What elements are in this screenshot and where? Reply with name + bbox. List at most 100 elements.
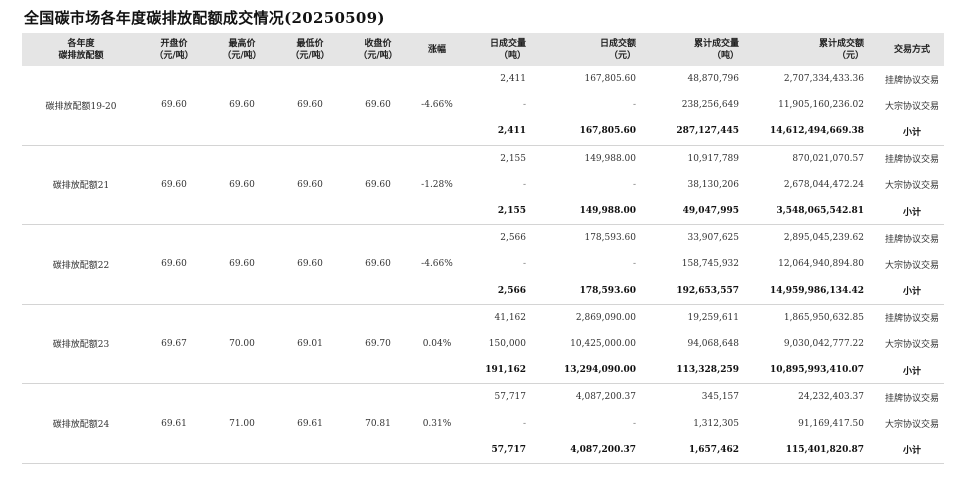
header-line: 累计成交额 xyxy=(818,38,864,49)
header-line: （元/吨） xyxy=(154,50,194,61)
trade-mode-cell: 挂牌协议交易 xyxy=(884,393,939,404)
cumulative-volume-cell: 33,907,625 xyxy=(687,233,739,244)
header-line: 各年度 xyxy=(67,38,95,49)
trade-mode-cell: 挂牌协议交易 xyxy=(884,314,939,325)
header-line: （元/吨） xyxy=(358,50,398,61)
cumulative-volume-cell: 10,917,789 xyxy=(687,153,739,164)
trade-mode-cell: 挂牌协议交易 xyxy=(884,155,939,166)
high-price-cell: 71.00 xyxy=(208,383,276,464)
header-cumulative-volume: 累计成交量 （吨） xyxy=(652,33,755,66)
allowance-name-cell: 碳排放配额23 xyxy=(22,304,140,385)
daily-amount-cell: 4,087,200.37 xyxy=(542,436,652,464)
header-line: （元） xyxy=(836,50,864,61)
daily-amount-cell: 167,805.60 xyxy=(542,118,652,146)
header-close-price: 收盘价 （元/吨） xyxy=(344,33,412,66)
close-price-cell: 69.60 xyxy=(344,224,412,305)
open-price-cell: 69.60 xyxy=(140,145,208,226)
daily-amount-cell: 149,988.00 xyxy=(542,197,652,226)
table-row: 57,717 4,087,200.37 1,657,462 115,401,820.8… xyxy=(22,436,944,464)
trade-mode-cell: 小计 xyxy=(880,197,944,226)
cumulative-amount-cell: 9,030,042,777.22 xyxy=(783,338,864,349)
header-allowance-type: 各年度 碳排放配额 xyxy=(22,33,140,66)
daily-amount-cell: 178,593.60 xyxy=(584,233,636,244)
trade-mode-cell: 小计 xyxy=(880,277,944,305)
table-row: 2,411 167,805.60 287,127,445 14,612,494,669… xyxy=(22,118,944,146)
daily-volume-cell: 57,717 xyxy=(462,436,542,464)
table-row: 150,000 10,425,000.00 94,068,648 9,030,042,… xyxy=(22,331,944,357)
change-cell: -4.66% xyxy=(412,224,462,305)
table-body: 碳排放配额19-20 69.60 69.60 69.60 69.60 -4.66% 2,41… xyxy=(22,66,944,464)
cumulative-amount-cell: 2,678,044,472.24 xyxy=(783,179,864,190)
header-open-price: 开盘价 （元/吨） xyxy=(140,33,208,66)
cumulative-volume-cell: 158,745,932 xyxy=(681,259,739,270)
cumulative-amount-cell: 14,959,986,134.42 xyxy=(755,277,880,305)
trade-mode-cell: 大宗协议交易 xyxy=(884,340,939,351)
cumulative-amount-cell: 91,169,417.50 xyxy=(798,418,864,429)
daily-volume-cell: 2,411 xyxy=(462,118,542,146)
trade-mode-cell: 小计 xyxy=(880,436,944,464)
trade-mode-cell: 大宗协议交易 xyxy=(884,101,939,112)
header-line: （元） xyxy=(608,50,636,61)
header-line: 开盘价 xyxy=(160,38,188,49)
trade-mode-cell: 大宗协议交易 xyxy=(884,420,939,431)
cumulative-amount-cell: 12,064,940,894.80 xyxy=(778,259,864,270)
cumulative-amount-cell: 2,895,045,239.62 xyxy=(783,233,864,244)
daily-amount-cell: 2,869,090.00 xyxy=(575,312,636,323)
header-line: 最高价 xyxy=(228,38,256,49)
header-line: 涨幅 xyxy=(427,44,446,55)
table-row: 2,155 149,988.00 49,047,995 3,548,065,542.8… xyxy=(22,197,944,226)
close-price-cell: 70.81 xyxy=(344,383,412,464)
table-row: - - 38,130,206 2,678,044,472.24 大宗协议交易 xyxy=(22,172,944,198)
change-cell: 0.04% xyxy=(412,304,462,385)
cumulative-volume-cell: 94,068,648 xyxy=(687,338,739,349)
cumulative-volume-cell: 192,653,557 xyxy=(652,277,755,305)
trade-mode-cell: 大宗协议交易 xyxy=(884,181,939,192)
header-line: 日成交额 xyxy=(599,38,636,49)
table-header-row: 各年度 碳排放配额 开盘价 （元/吨） 最高价 （元/吨） 最低价 （元/吨） 收盘价 （元/吨）… xyxy=(22,33,944,66)
trade-mode-cell: 挂牌协议交易 xyxy=(884,75,939,86)
daily-volume-cell: 2,155 xyxy=(462,197,542,226)
daily-volume-cell: 2,566 xyxy=(500,233,526,244)
cumulative-amount-cell: 2,707,334,433.36 xyxy=(783,74,864,85)
table-row: - - 158,745,932 12,064,940,894.80 大宗协议交易 xyxy=(22,251,944,277)
daily-volume-cell: - xyxy=(522,100,526,111)
high-price-cell: 70.00 xyxy=(208,304,276,385)
trade-mode-cell: 大宗协议交易 xyxy=(884,260,939,271)
cumulative-amount-cell: 10,895,993,410.07 xyxy=(755,357,880,385)
close-price-cell: 69.60 xyxy=(344,66,412,146)
cumulative-amount-cell: 870,021,070.57 xyxy=(792,153,864,164)
low-price-cell: 69.61 xyxy=(276,383,344,464)
cumulative-amount-cell: 3,548,065,542.81 xyxy=(755,197,880,226)
cumulative-amount-cell: 1,865,950,632.85 xyxy=(783,312,864,323)
high-price-cell: 69.60 xyxy=(208,66,276,146)
cumulative-volume-cell: 49,047,995 xyxy=(652,197,755,226)
cumulative-volume-cell: 287,127,445 xyxy=(652,118,755,146)
cumulative-amount-cell: 24,232,403.37 xyxy=(798,392,864,403)
cumulative-volume-cell: 238,256,649 xyxy=(681,100,739,111)
cumulative-amount-cell: 11,905,160,236.02 xyxy=(778,100,864,111)
table-row: 191,162 13,294,090.00 113,328,259 10,895,99… xyxy=(22,357,944,385)
carbon-trading-table: 各年度 碳排放配额 开盘价 （元/吨） 最高价 （元/吨） 最低价 （元/吨） 收盘价 （元/吨）… xyxy=(22,33,944,464)
cumulative-amount-cell: 115,401,820.87 xyxy=(755,436,880,464)
allowance-name-cell: 碳排放配额22 xyxy=(22,224,140,305)
daily-volume-cell: 2,566 xyxy=(462,277,542,305)
low-price-cell: 69.01 xyxy=(276,304,344,385)
cumulative-volume-cell: 1,312,305 xyxy=(693,418,739,429)
page-title: 全国碳市场各年度碳排放配额成交情况(20250509) xyxy=(24,9,385,27)
daily-volume-cell: 41,162 xyxy=(494,312,527,323)
high-price-cell: 69.60 xyxy=(208,145,276,226)
header-line: （元/吨） xyxy=(290,50,330,61)
header-daily-volume: 日成交量 （吨） xyxy=(462,33,542,66)
daily-volume-cell: 191,162 xyxy=(462,357,542,385)
daily-amount-cell: - xyxy=(632,179,636,190)
header-high-price: 最高价 （元/吨） xyxy=(208,33,276,66)
daily-volume-cell: - xyxy=(522,259,526,270)
cumulative-volume-cell: 19,259,611 xyxy=(687,312,739,323)
low-price-cell: 69.60 xyxy=(276,66,344,146)
allowance-name-cell: 碳排放配额21 xyxy=(22,145,140,226)
trade-mode-cell: 小计 xyxy=(880,357,944,385)
low-price-cell: 69.60 xyxy=(276,145,344,226)
header-daily-amount: 日成交额 （元） xyxy=(542,33,652,66)
open-price-cell: 69.67 xyxy=(140,304,208,385)
